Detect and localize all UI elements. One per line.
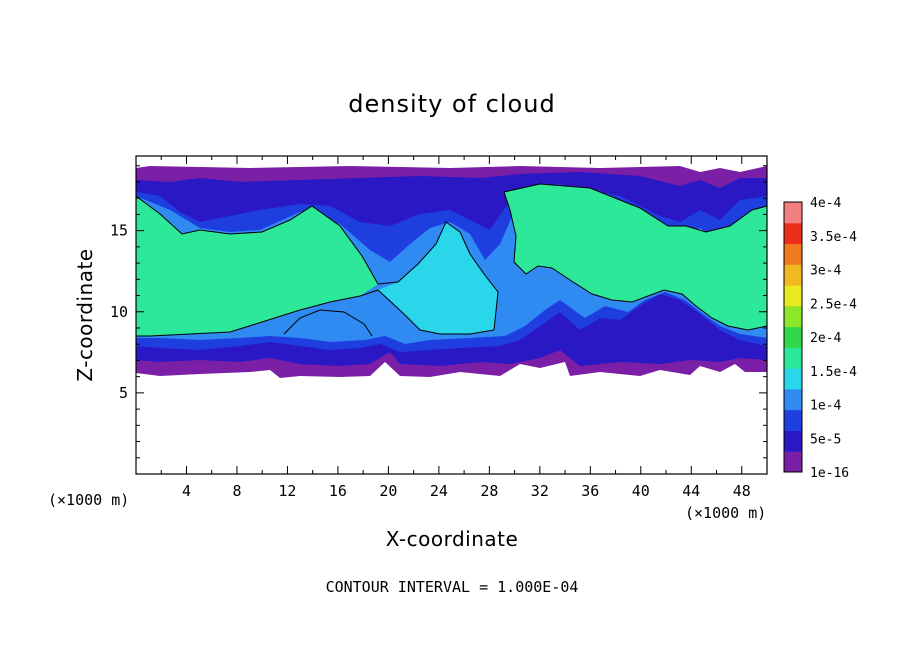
contour-right-lower xyxy=(503,191,767,331)
colorbar-label: 2.5e-4 xyxy=(810,297,857,312)
colorbar-swatch xyxy=(784,264,802,286)
plot-frame xyxy=(135,155,768,475)
contour-lines xyxy=(136,183,767,337)
y-unit-label: (×1000 m) xyxy=(48,491,129,509)
x-axis-ticks: 4 8 12 16 20 24 28 32 36 40 44 48 xyxy=(160,156,751,500)
colorbar-label: 1e-16 xyxy=(810,466,849,481)
colorbar-swatch xyxy=(784,326,802,348)
x-tick-label: 40 xyxy=(632,482,650,500)
x-tick-label: 8 xyxy=(232,482,241,500)
colorbar-label: 2e-4 xyxy=(810,331,841,346)
y-axis-label: Z-coordinate xyxy=(73,248,97,381)
colorbar-swatch xyxy=(784,347,802,369)
y-tick-label: 5 xyxy=(119,384,128,402)
plot-area xyxy=(136,156,767,474)
x-tick-label: 44 xyxy=(682,482,700,500)
contour-upper-left xyxy=(136,195,379,285)
colorbar-swatch xyxy=(784,451,802,473)
x-axis-label: X-coordinate xyxy=(386,527,519,551)
colorbar-label: 4e-4 xyxy=(810,196,841,211)
colorbar-frame xyxy=(783,201,803,473)
colorbar-swatch xyxy=(784,409,802,431)
colorbar-swatch xyxy=(784,430,802,452)
colorbar-swatch xyxy=(784,202,802,224)
colorbar-label: 1e-4 xyxy=(810,399,841,414)
contour-center xyxy=(377,221,499,331)
x-tick-label: 20 xyxy=(379,482,397,500)
x-tick-label: 36 xyxy=(581,482,599,500)
colorbar-swatch xyxy=(784,388,802,411)
colorbar-label: 1.5e-4 xyxy=(810,365,857,380)
colorbar-label: 5e-5 xyxy=(810,432,841,447)
contour-pocket xyxy=(283,309,373,337)
colorbar-label: 3.5e-4 xyxy=(810,230,857,245)
x-tick-label: 4 xyxy=(182,482,191,500)
chart-title: density of cloud xyxy=(348,90,555,118)
x-tick-label: 28 xyxy=(480,482,498,500)
x-tick-label: 24 xyxy=(430,482,448,500)
y-axis-ticks: 5 10 15 xyxy=(110,165,767,459)
contour-interval-note: CONTOUR INTERVAL = 1.000E-04 xyxy=(326,578,579,596)
colorbar: 1e-16 5e-5 1e-4 1.5e-4 2e-4 2.5e-4 3e-4 3.5e-4 4… xyxy=(783,196,857,481)
colorbar-swatch xyxy=(784,222,802,245)
colorbar-swatch xyxy=(784,368,802,390)
colorbar-swatch xyxy=(784,285,802,307)
x-unit-label: (×1000 m) xyxy=(685,504,766,522)
cloud-core-right xyxy=(504,184,767,330)
x-tick-label: 12 xyxy=(278,482,296,500)
contour-right xyxy=(503,183,767,233)
contour-lower-left xyxy=(136,289,495,337)
colorbar-label: 3e-4 xyxy=(810,264,841,279)
x-tick-label: 16 xyxy=(329,482,347,500)
x-tick-label: 48 xyxy=(733,482,751,500)
cloud-pocket xyxy=(284,310,372,338)
x-tick-label: 32 xyxy=(531,482,549,500)
y-tick-label: 15 xyxy=(110,222,128,240)
y-tick-label: 10 xyxy=(110,303,128,321)
colorbar-swatch xyxy=(784,305,802,328)
colorbar-swatch xyxy=(784,243,802,265)
